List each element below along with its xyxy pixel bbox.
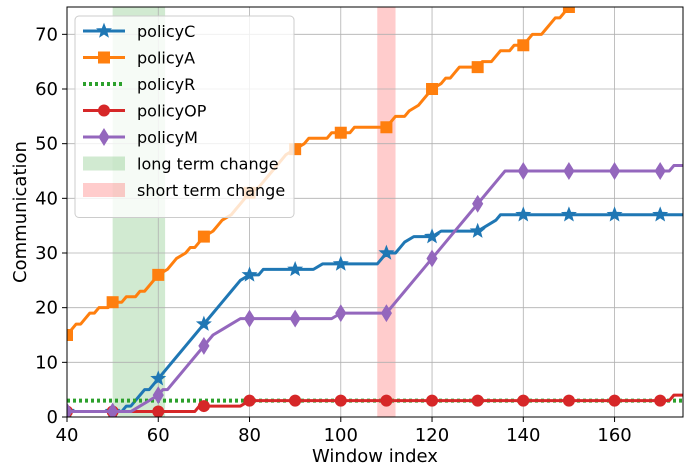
marker-policyA bbox=[517, 39, 530, 52]
marker-policyOP bbox=[562, 394, 575, 407]
plot-frame bbox=[66, 6, 684, 418]
marker-policyM bbox=[67, 402, 73, 417]
marker-policyOP bbox=[426, 394, 439, 407]
x-tick-label: 100 bbox=[324, 425, 358, 446]
marker-policyOP bbox=[608, 394, 621, 407]
legend-label-policyA: policyA bbox=[137, 49, 195, 68]
marker-policyC bbox=[195, 315, 212, 331]
marker-policyOP bbox=[517, 394, 530, 407]
legend-label-short-term-change: short term change bbox=[137, 181, 285, 200]
marker-policyA bbox=[380, 121, 393, 134]
marker-policyC bbox=[469, 222, 486, 238]
marker-policyA bbox=[106, 296, 119, 309]
marker-policyOP bbox=[471, 394, 484, 407]
legend-item-policyC: policyC bbox=[83, 22, 195, 41]
legend-marker-policyA bbox=[98, 51, 110, 64]
legend: policyC policyA policyR policyOP policyM long… bbox=[74, 15, 295, 218]
x-tick-label: 140 bbox=[506, 425, 540, 446]
y-tick-label: 10 bbox=[35, 352, 58, 373]
legend-label-policyM: policyM bbox=[137, 128, 198, 147]
marker-policyOP bbox=[289, 394, 302, 407]
marker-policyA bbox=[197, 230, 210, 243]
x-tick-label: 120 bbox=[415, 425, 449, 446]
tick-layer: 40 60 80 100 120 140 160 0 10 20 30 40 50 60 70 bbox=[35, 24, 632, 446]
marker-policyM bbox=[107, 402, 119, 417]
marker-policyM bbox=[608, 162, 621, 180]
marker-policyC bbox=[560, 206, 577, 222]
y-tick-label: 30 bbox=[35, 243, 58, 264]
band-short-term-change bbox=[377, 7, 396, 417]
legend-swatch-short-term-change bbox=[83, 183, 125, 197]
marker-policyC bbox=[606, 206, 623, 222]
y-tick-label: 40 bbox=[35, 188, 58, 209]
marker-policyA bbox=[152, 268, 165, 281]
marker-policyM bbox=[426, 249, 438, 268]
marker-policyA bbox=[426, 83, 439, 95]
marker-policyOP bbox=[243, 394, 256, 407]
legend-item-policyOP: policyOP bbox=[83, 102, 207, 121]
legend-marker-policyC bbox=[96, 22, 112, 38]
x-tick-label: 160 bbox=[597, 425, 631, 446]
marker-policyA bbox=[67, 329, 73, 341]
y-tick-label: 70 bbox=[35, 24, 58, 45]
marker-policyC bbox=[652, 206, 669, 222]
marker-policyOP bbox=[380, 394, 393, 407]
y-tick-label: 60 bbox=[35, 79, 58, 100]
line-policyOP bbox=[67, 393, 683, 414]
legend-marker-policyOP bbox=[98, 104, 110, 117]
marker-policyM bbox=[198, 336, 210, 355]
legend-label-policyR: policyR bbox=[137, 75, 195, 94]
line-policyM bbox=[67, 164, 683, 414]
marker-policyM bbox=[472, 194, 484, 213]
y-tick-label: 50 bbox=[35, 134, 58, 155]
marker-policyM bbox=[563, 162, 575, 180]
marker-policyA bbox=[334, 126, 347, 139]
marker-policyC bbox=[378, 244, 395, 260]
legend-label-policyC: policyC bbox=[137, 22, 195, 41]
legend-item-policyR: policyR bbox=[83, 75, 195, 94]
marker-policyA bbox=[562, 7, 575, 13]
marker-policyM bbox=[243, 309, 256, 328]
legend-label-long-term-change: long term change bbox=[137, 155, 279, 174]
marker-policyOP bbox=[152, 405, 165, 417]
legend-item-short-term-change: short term change bbox=[83, 181, 285, 200]
marker-policyOP bbox=[334, 394, 347, 407]
y-tick-label: 0 bbox=[47, 407, 58, 428]
marker-policyC bbox=[150, 370, 167, 386]
series-policyM bbox=[67, 162, 683, 417]
marker-policyC bbox=[515, 206, 532, 222]
marker-policyM bbox=[152, 386, 164, 405]
marker-policyM bbox=[289, 309, 301, 328]
marker-policyC bbox=[287, 261, 304, 277]
marker-policyOP bbox=[654, 394, 667, 407]
marker-policyC bbox=[332, 255, 349, 271]
x-tick-label: 40 bbox=[56, 425, 79, 446]
legend-swatch-long-term-change bbox=[83, 156, 125, 171]
marker-policyC bbox=[241, 266, 258, 282]
legend-item-policyM: policyM bbox=[83, 128, 198, 147]
legend-label-policyOP: policyOP bbox=[137, 102, 207, 121]
legend-item-policyA: policyA bbox=[83, 49, 195, 68]
x-tick-label: 60 bbox=[147, 425, 170, 446]
x-tick-label: 80 bbox=[238, 425, 261, 446]
marker-policyA bbox=[471, 61, 484, 74]
marker-policyOP bbox=[197, 400, 210, 413]
series-layer bbox=[67, 7, 683, 417]
y-tick-label: 20 bbox=[35, 298, 58, 319]
marker-policyM bbox=[335, 304, 347, 323]
marker-policyM bbox=[654, 162, 666, 180]
legend-item-long-term-change: long term change bbox=[83, 155, 279, 174]
marker-policyC bbox=[424, 228, 441, 244]
marker-policyM bbox=[517, 162, 529, 180]
legend-box bbox=[74, 15, 295, 218]
marker-policyM bbox=[380, 304, 392, 323]
y-axis-label: Communication bbox=[10, 141, 31, 283]
x-axis-label: Window index bbox=[312, 446, 438, 467]
legend-marker-policyM bbox=[98, 128, 110, 146]
